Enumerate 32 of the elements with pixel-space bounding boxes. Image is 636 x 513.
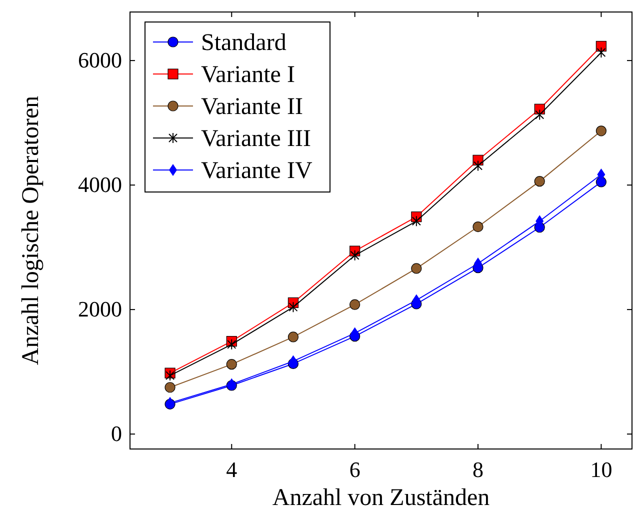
- point: [596, 176, 606, 188]
- point: [226, 359, 237, 370]
- point: [596, 46, 606, 58]
- legend-label: Variante IV: [201, 158, 313, 184]
- x-tick-label: 10: [590, 457, 612, 482]
- y-axis-title: Anzahl logische Operatoren: [18, 96, 44, 366]
- x-tick-label: 8: [472, 457, 484, 482]
- point: [350, 250, 360, 261]
- y-tick-label: 0: [111, 421, 122, 446]
- point: [350, 299, 360, 310]
- y-tick-label: 6000: [78, 48, 122, 73]
- y-tick-label: 2000: [78, 296, 122, 322]
- legend-label: Standard: [201, 30, 286, 56]
- legend-label: Variante II: [201, 94, 303, 120]
- x-tick-label: 4: [226, 457, 238, 482]
- point: [166, 370, 175, 382]
- y-tick-label: 4000: [78, 172, 122, 198]
- point: [227, 338, 236, 350]
- legend-label: Variante III: [201, 126, 311, 152]
- point: [474, 160, 483, 172]
- point: [535, 109, 544, 120]
- point: [164, 382, 176, 393]
- legend-label: Variante I: [201, 62, 295, 88]
- point: [472, 221, 484, 232]
- point: [288, 302, 298, 313]
- x-tick-label: 6: [349, 457, 360, 482]
- point: [596, 126, 606, 136]
- point: [534, 176, 545, 187]
- point: [288, 332, 299, 342]
- x-axis-title: Anzahl von Zuständen: [272, 485, 490, 511]
- point: [412, 216, 421, 227]
- point: [411, 263, 422, 274]
